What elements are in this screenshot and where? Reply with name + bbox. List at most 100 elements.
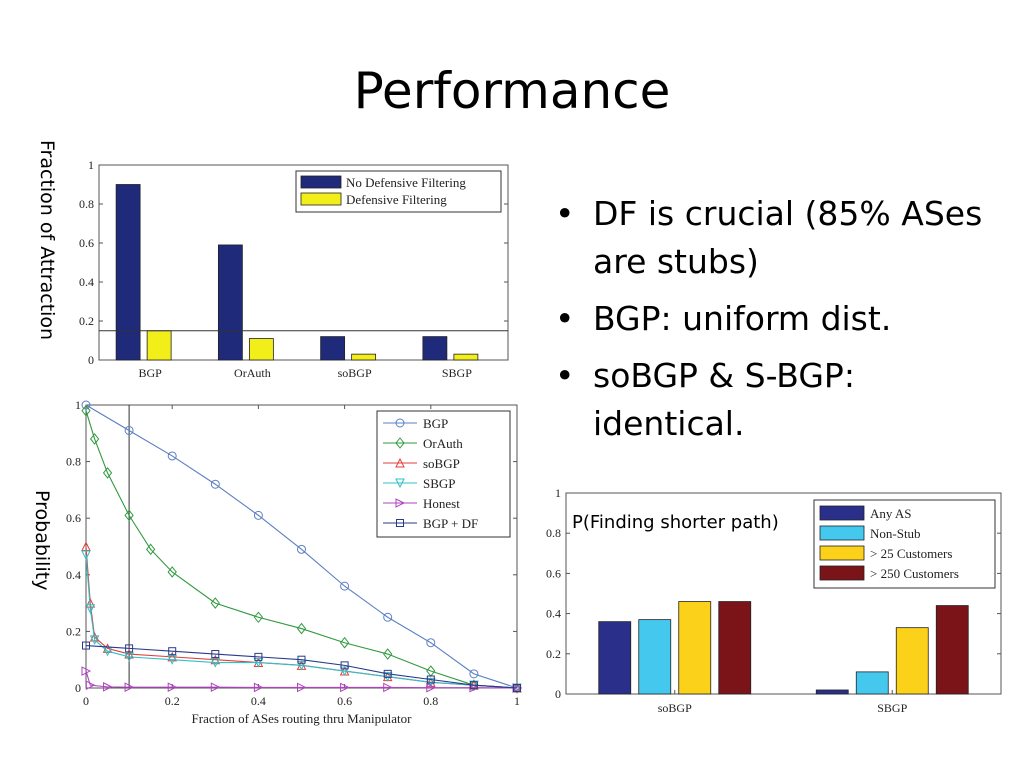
chart3-legend-swatch [819,505,865,521]
chart2-point [82,641,90,650]
chart2-point [81,404,91,417]
chart2-xtick-label: 0.2 [165,694,180,708]
chart2-point [296,622,307,635]
chart3-ytick-label: 0.6 [546,566,561,580]
chart3-legend-swatch [819,525,865,541]
chart2-point [124,425,134,435]
chart2-point [167,682,178,692]
chart3-legend-swatch [819,565,865,581]
chart2-legend [376,410,511,538]
chart3-bar [895,627,929,695]
chart2-ytick-label: 0 [75,681,81,695]
chart2-point [124,652,134,662]
bullet-item: BGP: uniform dist. [555,295,1015,343]
chart1-ytick-label: 0.2 [79,314,94,328]
chart2-legend-label: Honest [423,496,460,511]
chart3-ytick-label: 1 [555,486,561,500]
chart2-point [89,635,100,646]
chart2-series-line [85,404,518,689]
chart1-bar [248,338,274,361]
chart1-ytick-label: 0.4 [79,275,94,289]
chart2-point [89,631,100,642]
chart2-ytick-label: 1 [75,398,81,412]
chart1-legend-swatch [300,192,342,206]
chart2-point [167,655,178,665]
chart2-point [89,433,100,445]
chart2-point [253,611,264,624]
chart2-point [426,675,435,684]
chart2-point [383,682,393,693]
chart2-legend-marker [395,418,405,428]
chart1-ytick-label: 1 [88,158,94,172]
chart2-point [103,682,113,692]
chart2-point [102,467,113,479]
chart2-point [383,669,392,678]
chart2-point [81,666,92,676]
chart2-xtick-label: 0.6 [337,694,352,708]
chart1-xtick-label: OrAuth [234,366,271,380]
chart1-bar [351,353,377,361]
chart2-point [210,479,220,489]
chart2-legend-label: SBGP [423,476,456,491]
chart2-point [469,681,478,690]
chart2-series-line [85,645,518,689]
chart3-ytick-label: 0 [555,687,561,701]
chart2-point [383,612,393,622]
chart2-point [340,661,349,670]
chart2-point [513,684,521,692]
chart2-xtick-label: 1 [514,694,520,708]
chart2-xtick-label: 0 [83,694,89,708]
chart2-point [210,597,220,609]
chart2-point [210,658,221,668]
chart2-point [469,669,479,679]
bullet-item: DF is crucial (85% ASes are stubs) [555,190,1015,286]
chart2-point [81,550,91,561]
chart2-point [382,672,393,682]
chart3-bar [935,605,969,695]
chart3-legend-swatch [819,545,865,561]
chart1-ytick-label: 0.6 [79,236,94,250]
chart2-point [426,682,436,693]
chart2-point [167,451,177,461]
chart2-series-line [85,410,518,689]
chart2-legend-marker [395,478,405,489]
chart1-legend-swatch [300,175,342,189]
chart1-bar [217,244,243,361]
chart2-ytick-label: 0.4 [66,568,81,582]
chart3-ytick-label: 0.2 [546,647,561,661]
chart2-xtick-label: 0.8 [423,694,438,708]
chart1-ytick-label: 0.8 [79,197,94,211]
chart1-xtick-label: BGP [138,366,162,380]
chart3-xtick-label: soBGP [658,701,692,715]
chart3-legend-label: Any AS [870,506,912,521]
chart3-bar [598,621,632,695]
chart1-legend-label: Defensive Filtering [346,192,447,207]
chart2-xlabel: Fraction of ASes routing thru Manipulato… [192,711,413,726]
chart3-ytick-label: 0.4 [546,607,561,621]
chart2-point [167,651,178,662]
chart2-point [253,510,263,520]
chart2-point [85,680,96,690]
chart2-point [383,648,393,660]
chart1-bar [422,336,448,361]
chart2-point [254,652,263,661]
chart2-series-line [85,670,518,689]
slide-title: Performance [353,62,671,120]
chart2-point [168,647,177,656]
chart2-series-line [85,554,518,689]
chart3-ytick-label: 0.8 [546,526,561,540]
chart2-legend-marker [395,498,406,508]
chart2-point [297,655,306,664]
chart1-xtick-label: soBGP [338,366,372,380]
chart3-bar [855,671,889,695]
chart2-point [167,566,177,578]
chart3-bar [678,601,712,695]
chart3-legend-label: > 250 Customers [870,566,959,581]
chart2-ytick-label: 0.2 [66,624,81,638]
chart2-point [426,638,436,648]
chart1-legend-label: No Defensive Filtering [346,175,466,190]
chart2-point [210,682,221,692]
chart2-point [339,666,350,677]
chart2-point [81,400,91,410]
